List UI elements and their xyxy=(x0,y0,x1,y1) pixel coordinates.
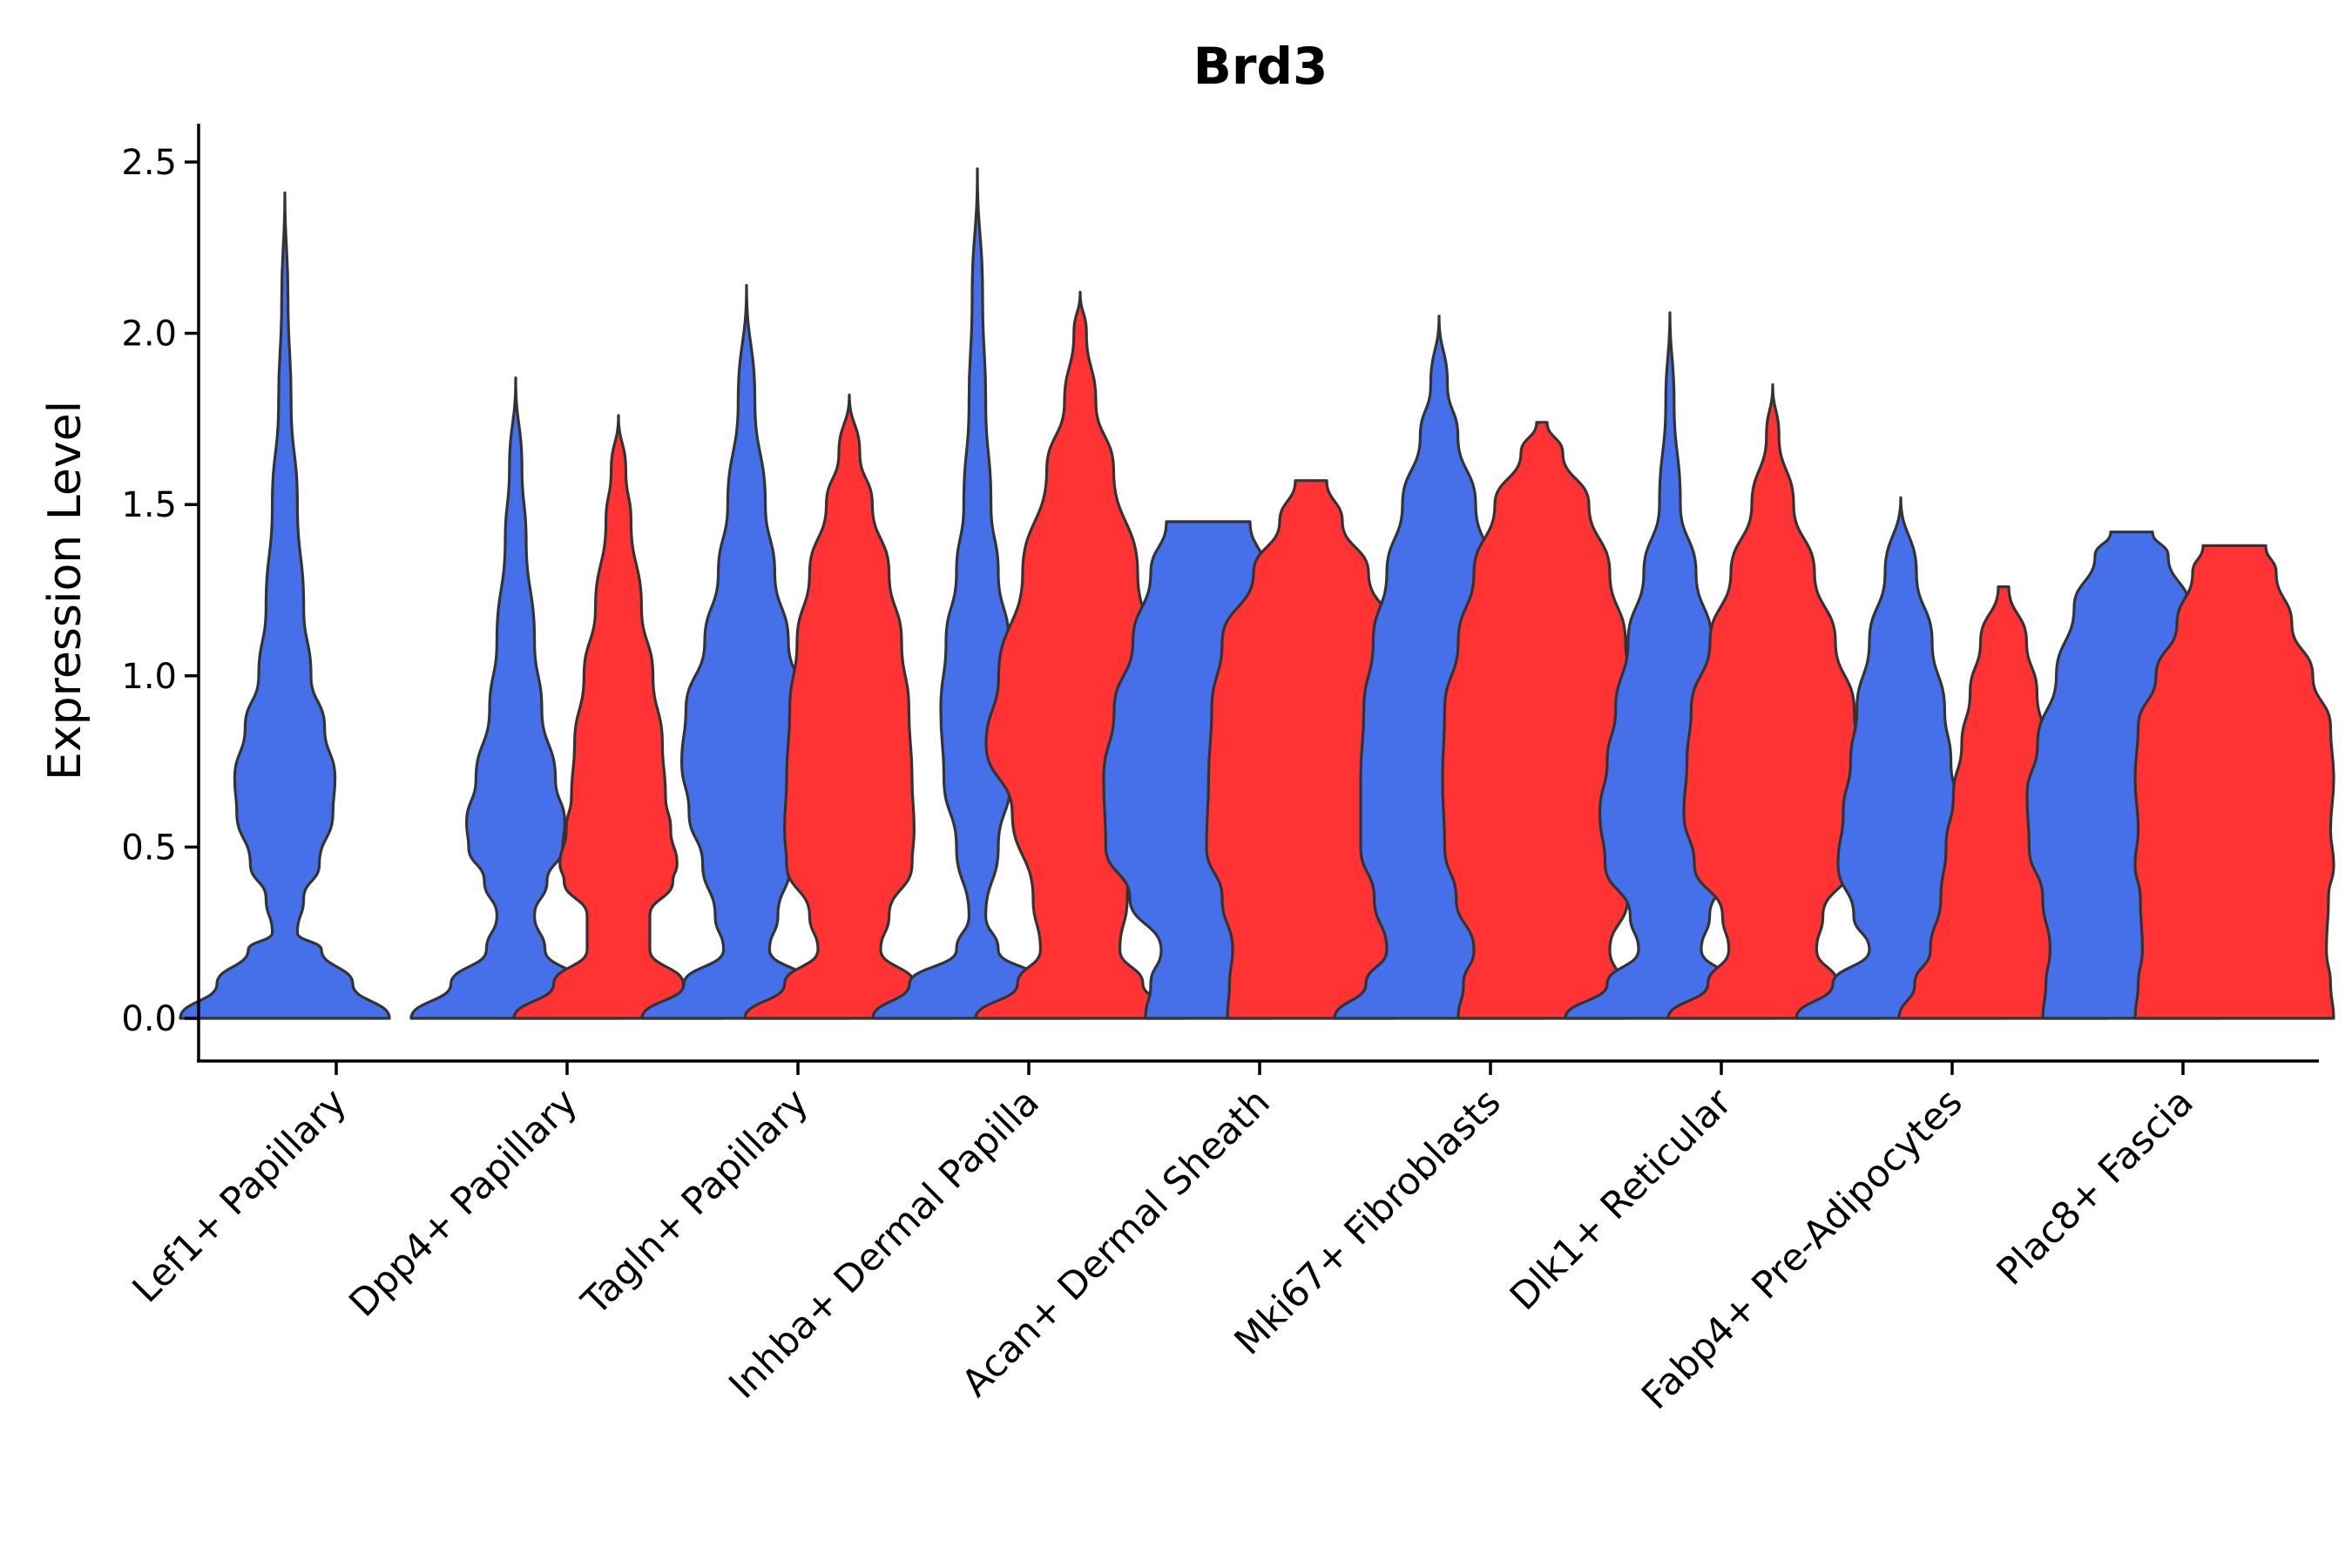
y-tick-label: 1.0 xyxy=(121,657,177,697)
x-tick-label: Mki67+ Fibroblasts xyxy=(1227,1080,1510,1363)
y-tick-label: 1.5 xyxy=(121,485,177,525)
y-tick-label: 0.0 xyxy=(121,999,177,1039)
violin-blue xyxy=(871,167,1084,1020)
violin-red xyxy=(512,414,725,1020)
violin-red xyxy=(743,393,956,1020)
violin-blue xyxy=(179,191,391,1020)
y-tick-label: 2.0 xyxy=(121,314,177,355)
x-tick-label: Plac8+ Fascia xyxy=(1989,1080,2202,1294)
y-tick-label: 2.5 xyxy=(121,143,177,183)
violin-red xyxy=(2133,544,2335,1020)
chart-title: Brd3 xyxy=(1193,37,1328,96)
x-tick-label: Dlk1+ Reticular xyxy=(1502,1080,1740,1319)
x-tick-label: Tagln+ Papillary xyxy=(573,1080,817,1324)
x-tick-label: Lef1+ Papillary xyxy=(125,1080,355,1311)
violin-series xyxy=(179,167,2335,1020)
violin-blue xyxy=(409,376,622,1020)
y-axis-ticks: 0.0 0.5 1.0 1.5 2.0 2.5 xyxy=(121,143,199,1039)
x-tick-label: Dpp4+ Papillary xyxy=(341,1080,586,1325)
y-axis-label: Expression Level xyxy=(39,401,91,781)
y-tick-label: 0.5 xyxy=(121,828,177,868)
